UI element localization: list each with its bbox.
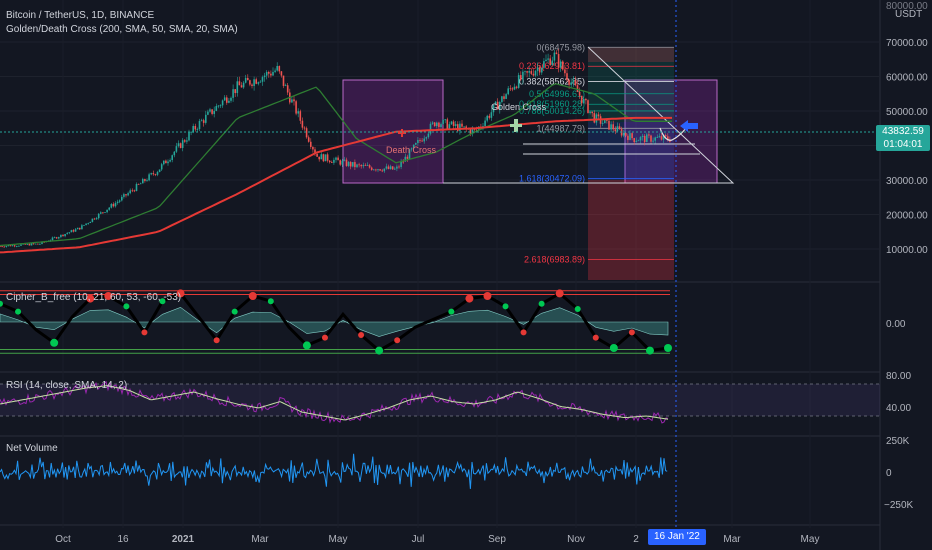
fib-level-label: 0.618(51960.28) (519, 99, 585, 109)
time-tick-label: Mar (251, 534, 269, 545)
net-volume-line (0, 453, 668, 489)
volume-label-250k: 250K (886, 436, 910, 447)
time-tick-label: 16 (117, 534, 129, 545)
candle-countdown: 01:04:01 (883, 139, 923, 150)
volume-label-zero: 0 (886, 468, 892, 479)
fib-level-label: 0(68475.98) (536, 42, 585, 52)
price-tick-label: 10000.00 (886, 245, 928, 256)
sma50-line (0, 83, 672, 247)
volume-label-neg250k: −250K (884, 500, 914, 511)
price-tick-label: 50000.00 (886, 107, 928, 118)
fib-level-label: 0.382(58562.85) (519, 76, 585, 86)
price-tick-label: 20000.00 (886, 211, 928, 222)
time-tick-label: Mar (723, 534, 741, 545)
death-cross-marker[interactable] (398, 129, 406, 137)
time-axis[interactable]: Oct 16 2021 Mar May Jul Sep Nov 2 Mar May (55, 534, 819, 545)
indicator-title[interactable]: Golden/Death Cross (200, SMA, 50, SMA, 2… (6, 24, 238, 35)
cipher-pane (0, 289, 672, 355)
fib-level-label: 1.618(30472.09) (519, 173, 585, 183)
time-tick-label: Nov (567, 534, 585, 545)
crosshair-date-tag: 16 Jan '22 (648, 529, 706, 545)
golden-cross-label: Golden Cross (491, 102, 547, 112)
fib-level-label: 0.786(50014.26) (519, 106, 585, 116)
fib-green-zone (588, 47, 674, 122)
fib-blue-zone (588, 122, 674, 180)
time-tick-label: Sep (488, 534, 506, 545)
rsi-ma-line (0, 385, 669, 421)
fib-red-top-zone (588, 47, 674, 62)
cipher-title[interactable]: Cipher_B_free (10, 21, 60, 53, -60, -53) (6, 292, 182, 303)
price-axis-top-value: 80000.00 (886, 1, 928, 12)
time-tick-label: Oct (55, 534, 71, 545)
price-grid (0, 41, 880, 250)
currency-label: USDT (895, 9, 922, 20)
rsi-title[interactable]: RSI (14, close, SMA, 14, 2) (6, 380, 128, 391)
time-tick-label: Jul (412, 534, 425, 545)
symbol-title[interactable]: Bitcoin / TetherUS, 1D, BINANCE (6, 10, 155, 21)
volume-title[interactable]: Net Volume (6, 443, 58, 454)
fib-red-zone (588, 180, 674, 280)
death-cross-label: Death Cross (386, 145, 437, 155)
price-tick-label: 60000.00 (886, 73, 928, 84)
time-tick-label: May (329, 534, 348, 545)
pointer-arrow-icon (680, 120, 698, 132)
fib-level-label: 2.618(6983.89) (524, 254, 585, 264)
fib-level-label: 0.236(62973.81) (519, 61, 585, 71)
rsi-label-40: 40.00 (886, 403, 911, 414)
fib-level-label: 0.5(54996.61) (529, 89, 585, 99)
projection-curve (659, 127, 687, 141)
last-price-value: 43832.59 (882, 126, 924, 137)
cipher-zero-label: 0.00 (886, 319, 906, 330)
fib-retracement: 0(68475.98) 0.236(62973.81) 0.382(58562.85… (519, 42, 674, 264)
price-tick-label: 70000.00 (886, 38, 928, 49)
golden-cross-marker[interactable] (510, 119, 522, 132)
fib-level-label: 1(44987.79) (536, 123, 585, 133)
price-tick-label: 30000.00 (886, 176, 928, 187)
time-tick-label: May (801, 534, 820, 545)
time-tick-label: 2021 (172, 534, 195, 545)
last-price-tag: 43832.59 01:04:01 (876, 125, 930, 151)
sma200-line (0, 116, 672, 254)
rsi-label-80: 80.00 (886, 371, 911, 382)
time-tick-label: 2 (633, 534, 639, 545)
